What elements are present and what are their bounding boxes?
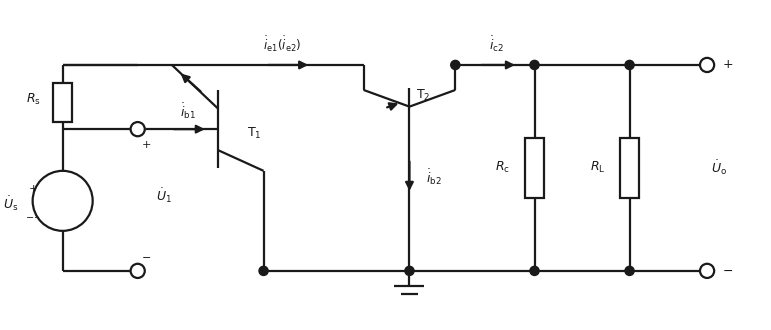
Circle shape [451, 60, 460, 70]
Text: $R_\mathrm{c}$: $R_\mathrm{c}$ [495, 160, 510, 176]
Text: $R_\mathrm{s}$: $R_\mathrm{s}$ [26, 92, 41, 107]
Circle shape [625, 266, 634, 276]
Text: $\dot{i}_\mathrm{e1}(\dot{i}_\mathrm{e2})$: $\dot{i}_\mathrm{e1}(\dot{i}_\mathrm{e2}… [263, 34, 301, 54]
Circle shape [32, 171, 93, 231]
Text: $-$: $-$ [722, 264, 733, 278]
Text: $\dot{U}_\mathrm{o}$: $\dot{U}_\mathrm{o}$ [712, 159, 727, 177]
Text: $+$: $+$ [722, 58, 733, 72]
Text: $\mathrm{T}_1$: $\mathrm{T}_1$ [247, 126, 261, 141]
Text: $+$: $+$ [141, 139, 151, 150]
Text: $-\!-$: $-\!-$ [25, 211, 42, 221]
Text: $\mathrm{T}_2$: $\mathrm{T}_2$ [416, 88, 430, 103]
Circle shape [405, 266, 414, 276]
Circle shape [130, 264, 145, 278]
Text: $-$: $-$ [141, 251, 151, 261]
Circle shape [259, 266, 268, 276]
Circle shape [130, 122, 145, 136]
Text: $\dot{i}_\mathrm{b1}$: $\dot{i}_\mathrm{b1}$ [180, 101, 196, 121]
Circle shape [530, 266, 539, 276]
Text: $\dot{i}_\mathrm{b2}$: $\dot{i}_\mathrm{b2}$ [426, 167, 442, 187]
Text: $\dot{i}_\mathrm{c2}$: $\dot{i}_\mathrm{c2}$ [490, 34, 504, 54]
Bar [525, 138, 544, 198]
Circle shape [530, 60, 539, 70]
Bar [53, 83, 72, 122]
Text: $\dot{U}_\mathrm{s}$: $\dot{U}_\mathrm{s}$ [3, 194, 19, 213]
Text: $R_\mathrm{L}$: $R_\mathrm{L}$ [590, 160, 606, 176]
Circle shape [700, 58, 714, 72]
Text: $+$: $+$ [29, 183, 39, 194]
Circle shape [625, 60, 634, 70]
Bar [621, 138, 638, 198]
Text: $\dot{U}_\mathrm{1}$: $\dot{U}_\mathrm{1}$ [156, 186, 172, 205]
Circle shape [700, 264, 714, 278]
